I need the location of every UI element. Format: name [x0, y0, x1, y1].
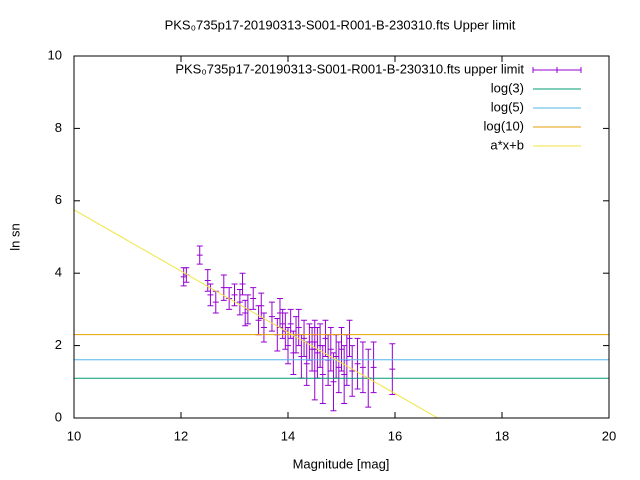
y-tick-label: 10 — [48, 47, 62, 62]
error-bar — [295, 308, 302, 347]
y-tick-label: 0 — [55, 409, 62, 424]
error-bar — [183, 267, 190, 283]
error-bar — [207, 283, 214, 307]
error-bar — [260, 312, 267, 343]
y-axis-label: ln sn — [7, 223, 22, 250]
error-bar — [279, 308, 286, 339]
legend-label: a*x+b — [490, 137, 524, 152]
x-tick-label: 10 — [67, 428, 81, 443]
error-bar — [338, 327, 345, 372]
y-tick-label: 4 — [55, 265, 62, 280]
y-tick-label: 8 — [55, 120, 62, 135]
error-bar — [335, 341, 342, 394]
error-bar — [306, 323, 313, 361]
x-tick-label: 14 — [281, 428, 295, 443]
error-bar — [236, 288, 243, 316]
x-axis-label: Magnitude [mag] — [293, 456, 390, 471]
error-bar — [330, 352, 337, 412]
error-bar — [389, 343, 396, 395]
error-bar — [301, 319, 308, 357]
error-bar — [346, 319, 353, 357]
error-bar — [255, 305, 262, 336]
error-bar — [212, 290, 219, 314]
error-bar — [311, 341, 318, 401]
plot-border — [73, 55, 610, 419]
error-bar — [276, 298, 283, 328]
error-bar — [287, 308, 294, 339]
x-tick-label: 20 — [602, 428, 616, 443]
plot-area — [74, 209, 609, 418]
error-bar — [359, 341, 366, 394]
error-bar — [239, 272, 246, 296]
error-bar — [180, 267, 187, 287]
error-bar — [258, 292, 265, 319]
legend-sample — [532, 67, 582, 73]
error-bar — [231, 283, 238, 307]
error-bar — [322, 319, 329, 357]
error-bar — [285, 327, 291, 365]
fit-line — [74, 209, 439, 418]
error-bar — [327, 327, 334, 372]
legend-label: log(10) — [484, 118, 524, 133]
error-bar — [370, 341, 377, 394]
x-tick-label: 18 — [495, 428, 509, 443]
error-bar — [196, 245, 203, 265]
legend-label: log(3) — [491, 80, 524, 95]
error-bar — [333, 334, 340, 379]
error-bar — [268, 301, 275, 332]
x-tick-label: 12 — [174, 428, 188, 443]
error-bar — [242, 299, 249, 327]
y-tick-label: 2 — [55, 337, 62, 352]
error-bar — [204, 269, 211, 292]
chart-title: PKS₀735p17-20190313-S001-R001-B-230310.f… — [165, 17, 516, 32]
legend-label: log(5) — [491, 99, 524, 114]
error-bar — [303, 341, 310, 386]
x-tick-label: 16 — [388, 428, 402, 443]
y-tick-label: 6 — [55, 192, 62, 207]
error-bar — [354, 337, 361, 390]
error-bar — [341, 345, 348, 405]
error-bar — [319, 345, 326, 405]
error-bar — [250, 287, 257, 310]
error-bar — [349, 345, 356, 397]
legend-label: PKS₀735p17-20190313-S001-R001-B-230310.f… — [175, 61, 524, 76]
error-bar — [220, 274, 227, 301]
